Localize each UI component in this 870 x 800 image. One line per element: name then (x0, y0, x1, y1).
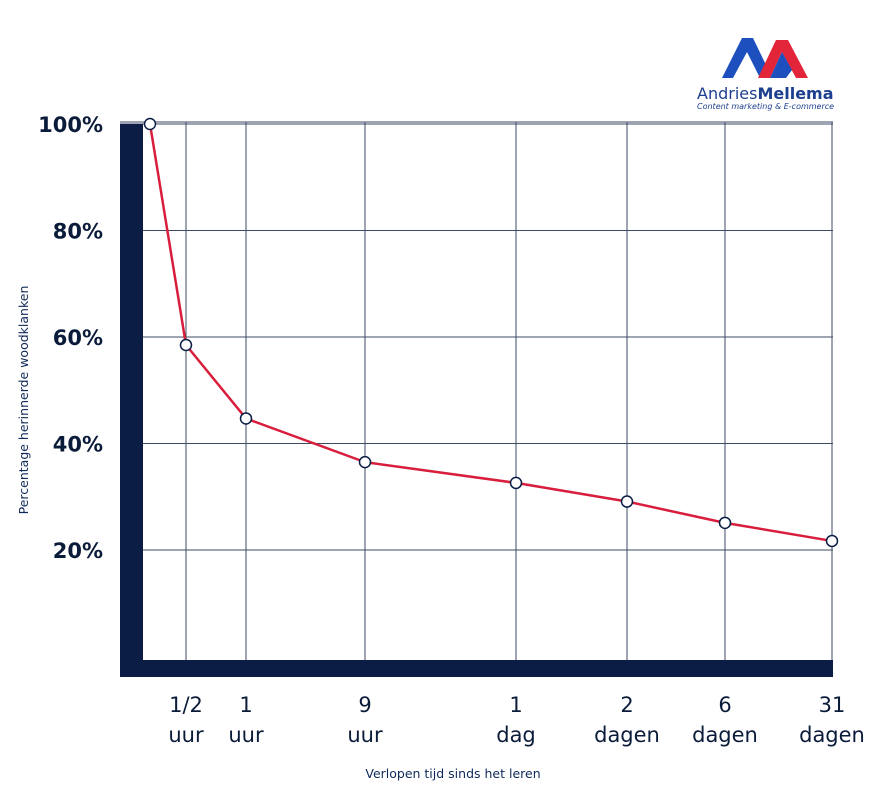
x-tick-label-unit: dagen (692, 723, 758, 747)
y-tick-label: 100% (38, 113, 103, 137)
x-tick-label-unit: dagen (594, 723, 660, 747)
y-tick-label: 80% (53, 220, 103, 244)
data-point (143, 117, 157, 131)
y-axis-title: Percentage herinnerde woodklanken (16, 286, 31, 515)
data-point (620, 495, 634, 508)
y-tick-label: 40% (53, 433, 103, 457)
logo-mark-blue-right (770, 52, 792, 78)
x-axis-title: Verlopen tijd sinds het leren (365, 766, 540, 781)
x-tick-label-unit: uur (168, 723, 204, 747)
y-axis-bar (120, 124, 143, 677)
data-point (718, 516, 732, 530)
x-tick-label-value: 6 (718, 693, 731, 717)
brand-tagline: Content marketing & E-commerce (697, 102, 834, 111)
x-axis-bar (120, 660, 833, 677)
data-point (239, 412, 253, 425)
x-tick-label-unit: dag (496, 723, 536, 747)
axes (120, 124, 833, 677)
x-tick-label-unit: dagen (799, 723, 865, 747)
y-tick-label: 20% (53, 539, 103, 563)
brand-name: AndriesMellema (697, 84, 834, 103)
x-tick-label-unit: uur (228, 723, 264, 747)
data-point (825, 534, 839, 548)
x-tick-label-value: 1/2 (169, 693, 203, 717)
logo-mark-red (758, 40, 808, 78)
brand-logo: AndriesMellema Content marketing & E-com… (697, 38, 834, 111)
x-tick-label-value: 1 (239, 693, 252, 717)
y-tick-labels: 100% 80% 60% 40% 20% (38, 113, 103, 563)
grid (120, 121, 833, 668)
series-retention (143, 117, 839, 548)
logo-mark-blue (722, 38, 766, 78)
data-point (358, 455, 372, 469)
x-tick-label-value: 9 (358, 693, 371, 717)
y-tick-label: 60% (53, 326, 103, 350)
x-tick-label-value: 2 (620, 693, 633, 717)
x-tick-label-value: 1 (509, 693, 522, 717)
x-tick-label-value: 31 (819, 693, 846, 717)
x-tick-label-unit: uur (347, 723, 383, 747)
data-point (179, 338, 193, 352)
retention-line (148, 123, 833, 543)
data-point (509, 476, 523, 490)
x-tick-labels: 1/2 uur 1 uur 9 uur 1 dag 2 dagen 6 dagen 31 dagen (168, 693, 865, 747)
